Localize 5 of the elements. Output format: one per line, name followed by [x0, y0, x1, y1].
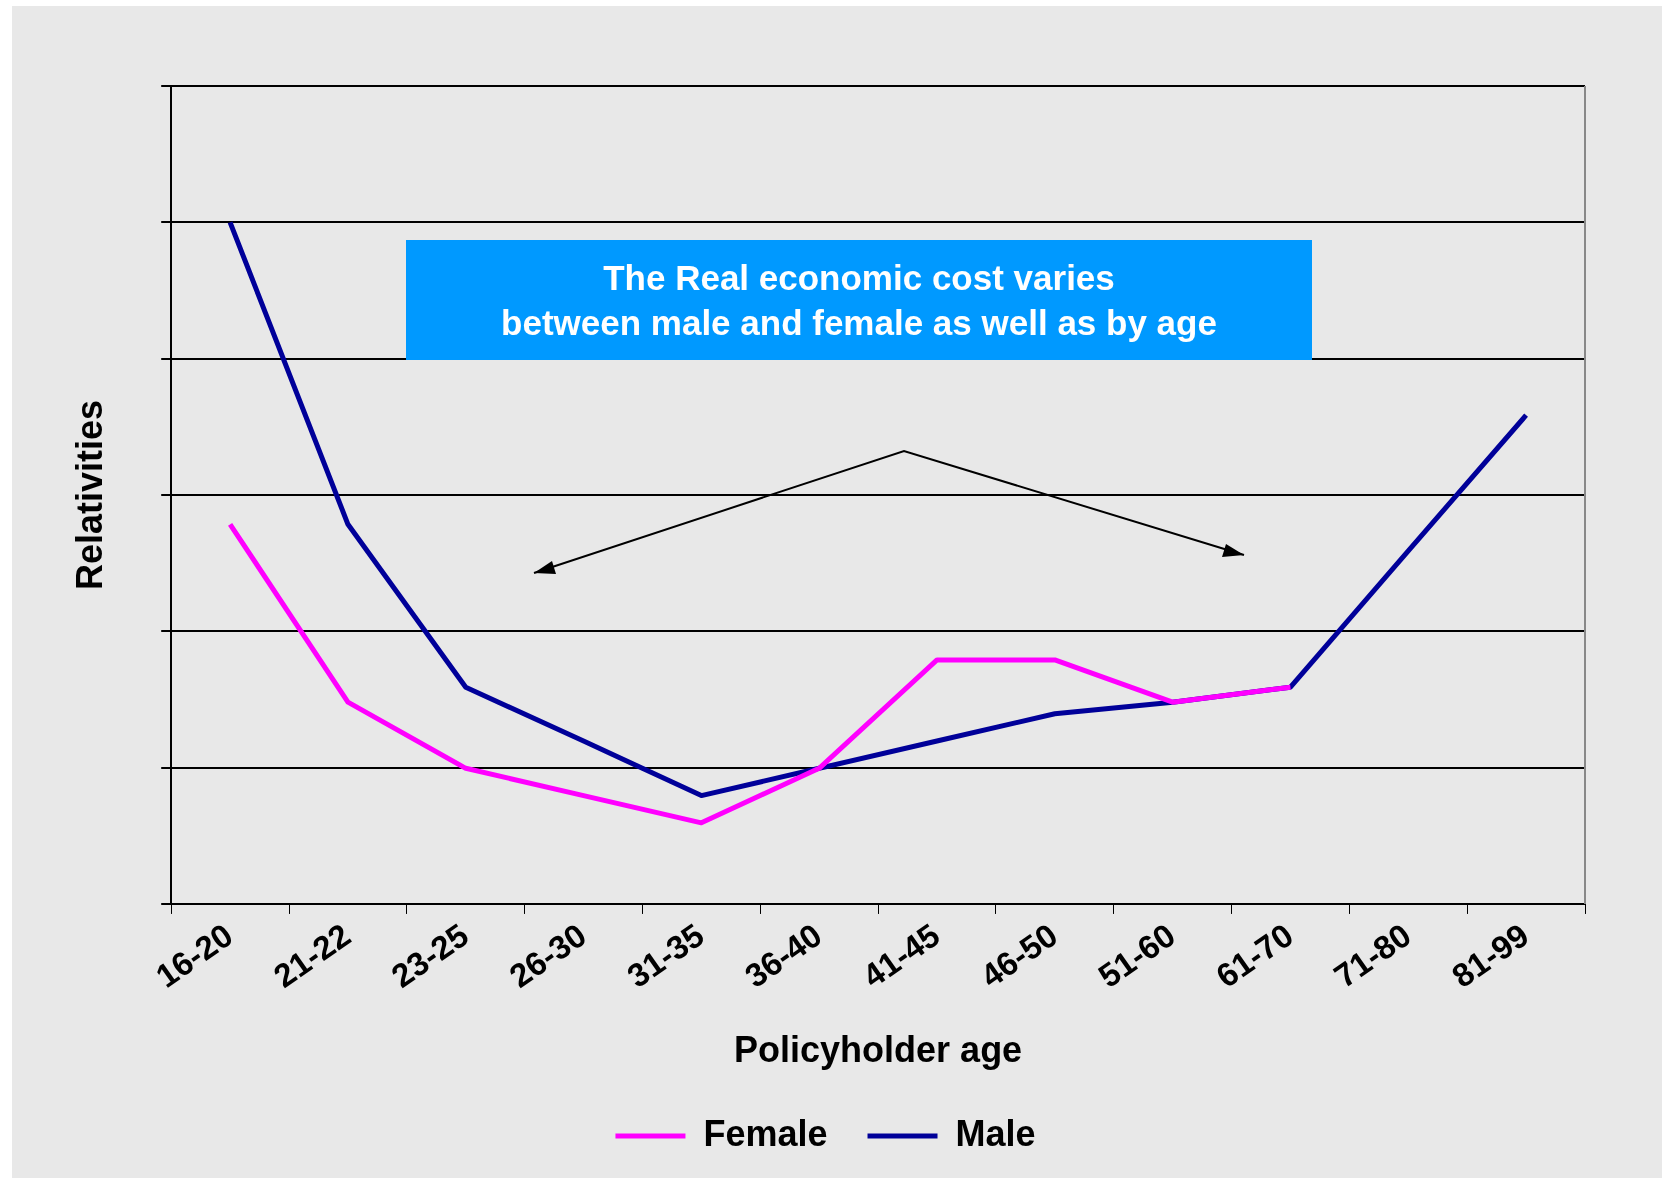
- y-axis-title: Relativities: [68, 399, 110, 591]
- x-axis-title: Policyholder age: [734, 1029, 1023, 1071]
- legend-label: Female: [703, 1112, 828, 1154]
- legend-label: Male: [955, 1112, 1036, 1154]
- callout-box: The Real economic cost varies between male and female as well as by age: [406, 240, 1312, 360]
